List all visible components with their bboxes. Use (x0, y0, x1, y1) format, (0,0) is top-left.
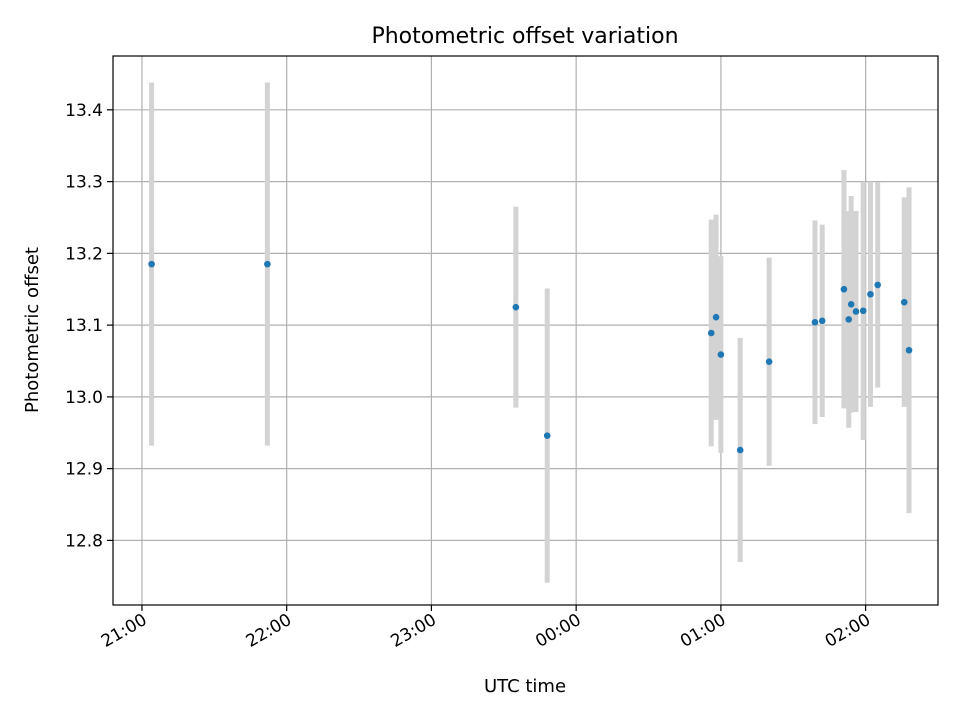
data-point (765, 358, 773, 366)
y-tick-label: 13.4 (65, 101, 103, 121)
data-point (900, 298, 908, 306)
data-point (859, 307, 867, 315)
data-point (512, 303, 520, 311)
tick-layer: 12.812.913.013.113.213.313.421:00 22:00 23… (65, 101, 874, 652)
data-point (148, 260, 155, 268)
data-point (818, 317, 826, 325)
y-axis-label: Photometric offset (22, 247, 43, 413)
y-tick-label: 13.2 (65, 244, 103, 264)
chart-title: Photometric offset variation (371, 24, 678, 49)
grid-layer (113, 56, 938, 605)
data-point (867, 290, 874, 298)
data-point (717, 351, 725, 358)
data-point (736, 446, 744, 454)
data-point (811, 318, 819, 326)
y-tick-label: 12.9 (65, 460, 103, 480)
y-tick-label: 13.1 (65, 316, 103, 336)
y-tick-label: 13.0 (65, 388, 103, 408)
point-layer (148, 260, 913, 454)
data-point (543, 432, 551, 439)
plot-frame (112, 55, 939, 606)
data-point (847, 301, 855, 308)
data-point (707, 329, 715, 337)
data-point (840, 285, 848, 293)
data-point (905, 346, 913, 354)
data-point (845, 316, 853, 323)
data-point (712, 313, 720, 321)
x-axis-label: UTC time (484, 676, 566, 697)
data-point (874, 281, 881, 289)
data-point (264, 260, 271, 268)
data-point (852, 308, 860, 315)
y-tick-label: 12.8 (65, 531, 103, 551)
y-tick-label: 13.3 (65, 173, 103, 193)
